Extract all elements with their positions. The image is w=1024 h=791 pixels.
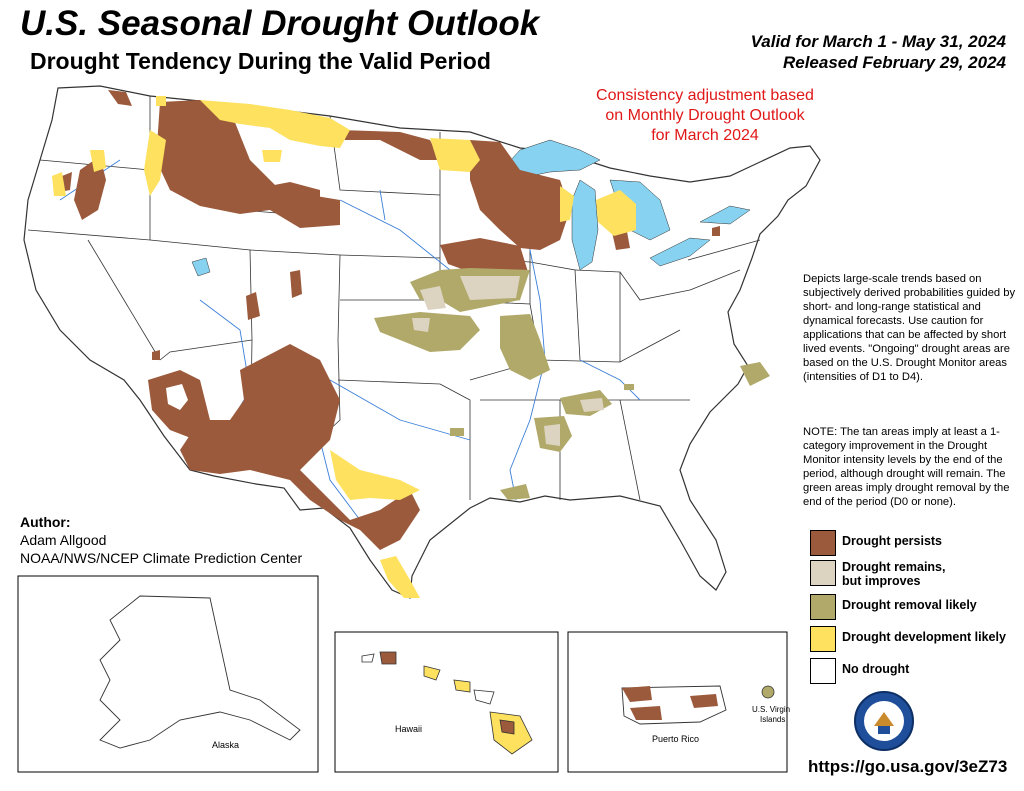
alaska-outline [99, 595, 301, 749]
legend-label: Drought development likely [842, 630, 1006, 644]
lake-ontario [699, 205, 751, 225]
author-org: NOAA/NWS/NCEP Climate Prediction Center [20, 550, 303, 566]
alaska-label: Alaska [212, 740, 239, 750]
lake-michigan [571, 179, 599, 271]
legend-label: Drought persists [842, 534, 943, 548]
great-salt-lake [191, 257, 211, 277]
short-url-link[interactable]: https://go.usa.gov/3eZ73 [808, 757, 1008, 776]
legend-label: No drought [842, 662, 910, 676]
hawaii-inset-frame [334, 631, 559, 773]
page-title: U.S. Seasonal Drought Outlook [20, 4, 540, 43]
legend-swatch [810, 658, 836, 684]
legend-label: Drought remains, but improves [842, 560, 946, 588]
hawaii-islands [361, 651, 533, 755]
page-subtitle: Drought Tendency During the Valid Period [30, 48, 491, 74]
legend-swatch [810, 626, 836, 652]
virgin-islands-removal [761, 685, 775, 699]
note-text: NOTE: The tan areas imply at least a 1-c… [803, 426, 1010, 508]
puerto-rico-label: Puerto Rico [652, 734, 699, 744]
release-date: Released February 29, 2024 [782, 53, 1006, 72]
doc-seal-icon [854, 691, 914, 751]
hawaii-label: Hawaii [395, 724, 422, 734]
description-text: Depicts large-scale trends based on subj… [803, 273, 1016, 383]
legend-swatch [810, 530, 836, 556]
valid-period: Valid for March 1 - May 31, 2024 [750, 32, 1006, 51]
az-no-drought-patch [166, 384, 188, 410]
virgin-islands-label-2: Islands [760, 715, 785, 724]
legend-swatch [810, 594, 836, 620]
drought-development-areas [52, 96, 636, 598]
consistency-note: Consistency adjustment based on Monthly … [596, 87, 814, 144]
legend-label: Drought removal likely [842, 598, 977, 612]
virgin-islands-label-1: U.S. Virgin [752, 705, 790, 714]
legend-swatch [810, 560, 836, 586]
author-name: Adam Allgood [20, 532, 107, 548]
drought-improves-areas [412, 276, 604, 446]
puerto-rico-drought [622, 686, 718, 720]
author-heading: Author: [20, 514, 71, 530]
lake-erie [649, 237, 711, 267]
